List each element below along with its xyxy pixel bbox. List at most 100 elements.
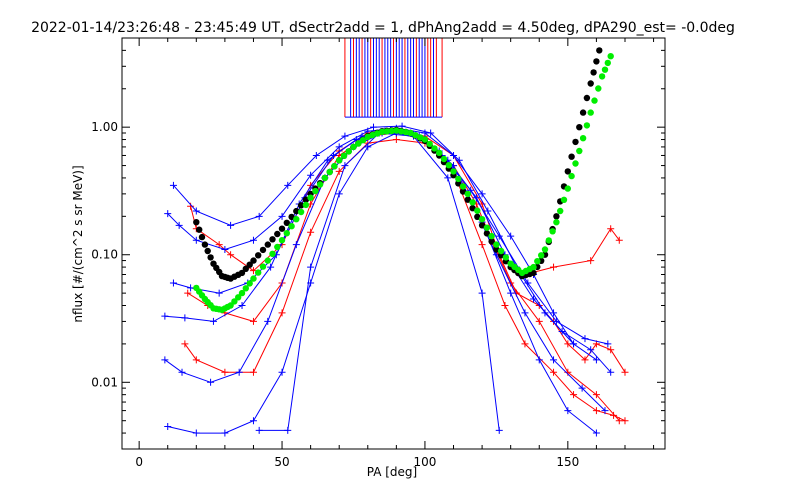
fit-dot-1-31-1 bbox=[591, 97, 598, 104]
fit-dot-1-27-0 bbox=[541, 246, 549, 253]
data-point-9-4 bbox=[267, 263, 275, 271]
data-point-10-3 bbox=[255, 212, 263, 220]
data-point-6-16 bbox=[601, 407, 609, 415]
data-point-7-0 bbox=[164, 423, 172, 431]
fit-dot-0-7-1 bbox=[269, 236, 276, 243]
fit-dot-1-7-2 bbox=[274, 243, 281, 251]
fit-dot-1-9-0 bbox=[293, 216, 300, 223]
data-point-4-2 bbox=[192, 236, 200, 244]
fit-dot-1-27-2 bbox=[549, 228, 556, 235]
fit-dot-0-30-1 bbox=[579, 109, 587, 116]
data-point-5-15 bbox=[587, 346, 595, 354]
fit-dot-0-31-1 bbox=[590, 69, 597, 76]
x-axis-label: PA [deg] bbox=[367, 465, 417, 479]
fit-dot-0-30-2 bbox=[583, 94, 591, 102]
series-line-10 bbox=[173, 125, 574, 345]
data-point-1-17 bbox=[610, 411, 618, 419]
fit-dot-0-8-0 bbox=[278, 225, 286, 232]
fit-dot-1-4-0 bbox=[227, 302, 234, 309]
fit-dot-1-15-2 bbox=[388, 127, 395, 135]
data-point-2-4 bbox=[278, 309, 286, 317]
fit-dot-1-17-1 bbox=[412, 132, 419, 139]
data-point-4-12 bbox=[478, 190, 486, 198]
fit-dot-1-19-2 bbox=[445, 162, 452, 169]
data-point-7-15 bbox=[592, 429, 600, 437]
data-point-2-16 bbox=[592, 391, 600, 399]
data-point-8-8 bbox=[495, 426, 503, 434]
series-line-6 bbox=[164, 132, 606, 411]
data-point-9-3 bbox=[238, 301, 246, 309]
fit-dot-1-11-1 bbox=[326, 168, 333, 176]
data-point-1-12 bbox=[501, 301, 509, 309]
data-point-4-6 bbox=[307, 171, 315, 179]
fit-dot-1-31-2 bbox=[595, 85, 602, 92]
data-point-6-15 bbox=[578, 384, 586, 392]
data-point-0-0 bbox=[187, 202, 195, 210]
fit-dot-1-13-0 bbox=[350, 143, 357, 151]
x-tick-label-0: 0 bbox=[135, 455, 143, 469]
data-point-10-6 bbox=[341, 132, 349, 140]
data-point-4-13 bbox=[507, 232, 515, 240]
fit-dot-1-22-0 bbox=[478, 216, 486, 223]
fit-dot-0-20-2 bbox=[459, 188, 467, 195]
fit-dot-1-15-0 bbox=[378, 128, 386, 135]
fit-dot-1-18-0 bbox=[421, 136, 429, 143]
data-point-10-9 bbox=[427, 129, 435, 137]
fit-dot-0-31-0 bbox=[587, 80, 594, 87]
data-point-9-1 bbox=[181, 314, 189, 322]
fit-dot-1-8-1 bbox=[283, 230, 290, 237]
fit-dot-1-22-2 bbox=[488, 232, 495, 240]
fit-dot-0-7-2 bbox=[274, 230, 281, 238]
fit-dot-0-1-2 bbox=[207, 254, 214, 261]
data-point-7-4 bbox=[278, 368, 286, 376]
axes: 0 50 100 150 0.01 0.10 1.00 bbox=[91, 37, 665, 469]
fit-dot-1-8-2 bbox=[288, 223, 295, 230]
data-point-2-0 bbox=[181, 340, 189, 348]
data-point-2-17 bbox=[615, 417, 623, 425]
data-point-2-8 bbox=[392, 136, 400, 144]
fit-dot-1-15-1 bbox=[383, 128, 390, 135]
data-point-3-4 bbox=[615, 236, 623, 244]
fit-dot-1-6-0 bbox=[250, 275, 257, 282]
fit-dot-1-30-2 bbox=[583, 122, 591, 129]
y-tick-label-0: 0.01 bbox=[91, 375, 118, 389]
data-point-0-21 bbox=[621, 368, 629, 376]
series-line-7 bbox=[167, 132, 597, 434]
data-point-6-13 bbox=[521, 309, 529, 317]
fit-dot-0-21-0 bbox=[464, 196, 471, 203]
series-line-2 bbox=[184, 138, 620, 422]
fit-dot-1-23-2 bbox=[502, 254, 510, 261]
fit-dot-0-9-1 bbox=[297, 202, 305, 209]
data-point-3-1 bbox=[550, 263, 558, 271]
data-point-8-2 bbox=[307, 263, 315, 271]
fit-dot-1-32-1 bbox=[601, 66, 609, 73]
fit-dot-1-11-0 bbox=[321, 174, 329, 182]
fit-dot-1-18-2 bbox=[431, 145, 438, 152]
fit-dot-1-6-1 bbox=[255, 269, 262, 276]
fit-dot-0-0-1 bbox=[196, 226, 203, 233]
fit-dot-1-21-2 bbox=[474, 207, 481, 214]
fit-dot-1-12-1 bbox=[340, 152, 348, 159]
data-point-8-3 bbox=[341, 162, 349, 170]
fit-dot-0-7-0 bbox=[264, 241, 271, 248]
fit-dot-1-20-0 bbox=[450, 168, 457, 175]
data-point-7-7 bbox=[364, 143, 372, 151]
data-point-1-14 bbox=[550, 368, 558, 376]
data-point-7-6 bbox=[335, 190, 343, 198]
fit-dot-1-22-1 bbox=[483, 224, 491, 231]
fit-dot-1-16-2 bbox=[402, 129, 410, 136]
fit-dot-0-21-1 bbox=[469, 205, 476, 212]
fit-dot-1-18-1 bbox=[426, 140, 433, 148]
fit-dot-1-28-2 bbox=[560, 196, 568, 203]
fit-dot-0-8-1 bbox=[283, 219, 290, 226]
fit-dot-1-10-2 bbox=[316, 181, 324, 188]
data-point-8-6 bbox=[444, 174, 452, 182]
fit-dot-0-5-1 bbox=[242, 265, 249, 272]
data-point-10-1 bbox=[192, 207, 200, 215]
fit-dot-1-14-1 bbox=[369, 131, 376, 139]
y-axis-label: nflux [#/(cm^2 s sr MeV)] bbox=[71, 165, 85, 322]
fit-dot-0-end bbox=[596, 47, 603, 54]
fit-dot-1-9-1 bbox=[297, 208, 305, 216]
data-point-1-11 bbox=[478, 241, 486, 249]
